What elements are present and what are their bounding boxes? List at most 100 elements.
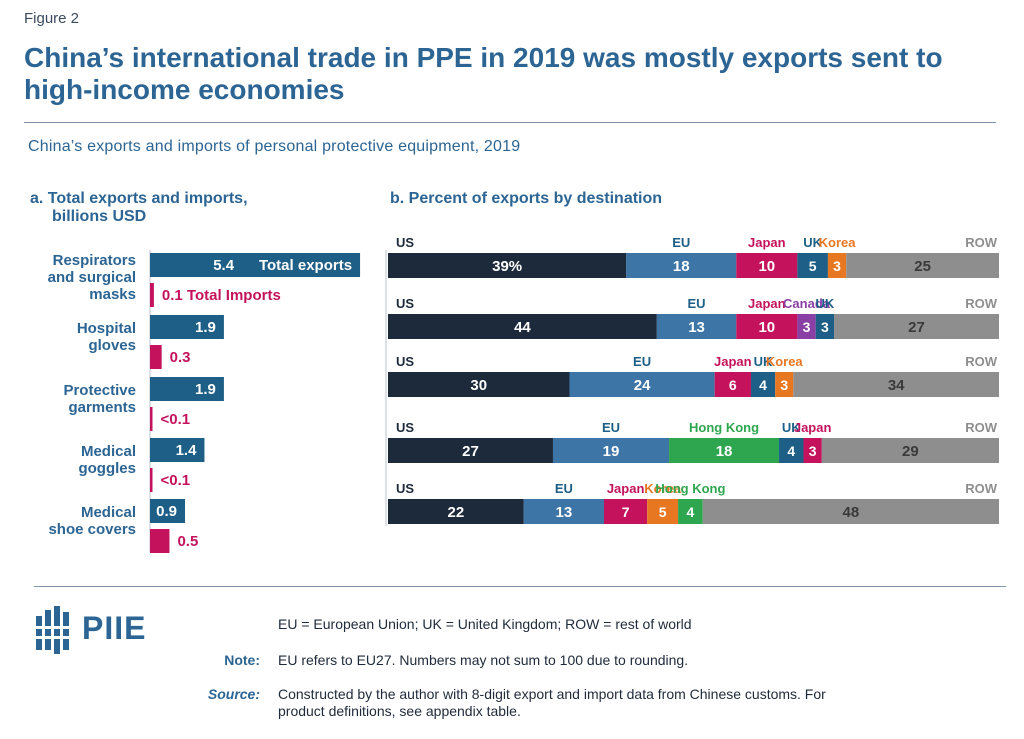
segment-hong-kong <box>678 499 703 524</box>
segment-japan <box>604 499 648 524</box>
segment-value-label: 13 <box>688 319 705 336</box>
segment-name-label: ROW <box>965 235 998 250</box>
import-value-label: 0.1 Total Imports <box>162 287 281 304</box>
segment-value-label: 10 <box>758 319 775 336</box>
segment-name-label: EU <box>688 296 706 311</box>
segment-value-label: 27 <box>908 319 925 336</box>
note-key: Note: <box>224 652 260 668</box>
piie-logo: PIIE <box>34 606 154 654</box>
segment-name-label: UK <box>754 354 773 369</box>
category-label: Medical <box>81 443 136 460</box>
segment-value-label: 6 <box>729 377 737 393</box>
segment-name-label: Japan <box>714 354 752 369</box>
segment-row <box>793 372 999 397</box>
segment-name-label: ROW <box>965 296 998 311</box>
source-line1: Constructed by the author with 8-digit e… <box>278 686 826 702</box>
segment-us <box>388 253 627 278</box>
segment-value-label: 48 <box>843 504 860 521</box>
import-value-label: 0.5 <box>177 533 198 550</box>
segment-us <box>388 438 553 463</box>
segment-value-label: 27 <box>462 443 479 460</box>
segment-eu <box>569 372 715 397</box>
import-value-label: 0.3 <box>170 349 191 366</box>
segment-name-label: US <box>396 420 414 435</box>
segment-name-label: US <box>396 235 414 250</box>
chart-subtitle: China’s exports and imports of personal … <box>28 138 521 155</box>
import-value-label: <0.1 <box>161 411 191 428</box>
segment-name-label: Korea <box>819 235 857 250</box>
segment-korea <box>647 499 679 524</box>
segment-name-label: EU <box>555 481 573 496</box>
import-bar <box>150 529 170 553</box>
category-label: Protective <box>63 382 136 399</box>
category-label: masks <box>89 286 136 303</box>
segment-value-label: 3 <box>803 319 811 335</box>
category-label: Hospital <box>77 320 136 337</box>
segment-value-label: 13 <box>556 504 573 521</box>
import-bar <box>150 345 162 369</box>
note-text: EU refers to EU27. Numbers may not sum t… <box>278 652 689 668</box>
export-bar <box>150 315 224 339</box>
segment-value-label: 22 <box>448 504 465 521</box>
segment-value-label: 4 <box>787 443 795 459</box>
segment-value-label: 44 <box>514 319 531 336</box>
segment-value-label: 7 <box>622 504 630 520</box>
category-label: Respirators <box>53 252 136 269</box>
segment-name-label: Canada <box>783 296 831 311</box>
segment-korea <box>775 372 794 397</box>
segment-name-label: EU <box>602 420 620 435</box>
segment-value-label: 18 <box>673 258 690 275</box>
source-text: Constructed by the author with 8-digit e… <box>278 686 998 720</box>
source-key: Source: <box>207 686 260 702</box>
segment-eu <box>626 253 737 278</box>
segment-name-label: US <box>396 481 414 496</box>
segment-japan <box>803 438 822 463</box>
segment-us <box>388 372 570 397</box>
segment-value-label: 5 <box>659 504 667 520</box>
panel-a-title-line2: billions USD <box>52 208 147 225</box>
segment-value-label: 10 <box>758 258 775 275</box>
figure-label: Figure 2 <box>24 10 80 27</box>
segment-row <box>834 314 999 339</box>
export-bar <box>150 377 224 401</box>
import-value-label: <0.1 <box>161 472 191 489</box>
export-bar <box>150 253 361 277</box>
title-divider <box>24 122 996 123</box>
segment-uk <box>797 253 828 278</box>
segment-uk <box>779 438 804 463</box>
segment-value-label: 4 <box>759 377 767 393</box>
segment-name-label: US <box>396 296 414 311</box>
segment-japan <box>736 253 798 278</box>
category-label: and surgical <box>48 269 136 286</box>
segment-name-label: Korea <box>766 354 804 369</box>
panel-a-title-line1: a. Total exports and imports, <box>30 190 248 207</box>
segment-name-label: ROW <box>965 420 998 435</box>
source-line2: product definitions, see appendix table. <box>278 703 521 719</box>
segment-value-label: 25 <box>914 258 931 275</box>
export-value-label: 1.9 <box>195 319 216 336</box>
piie-logo-text: PIIE <box>82 610 147 646</box>
segment-value-label: 5 <box>809 258 817 274</box>
category-label: Medical <box>81 504 136 521</box>
segment-name-label: US <box>396 354 414 369</box>
segment-name-label: ROW <box>965 481 998 496</box>
export-value-label: 1.4 <box>176 442 198 459</box>
segment-name-label: UK <box>815 296 834 311</box>
segment-value-label: 3 <box>780 377 788 393</box>
category-label: goggles <box>78 460 136 477</box>
segment-value-label: 30 <box>470 377 487 394</box>
segment-uk <box>815 314 835 339</box>
export-value-label: 1.9 <box>195 381 216 398</box>
segment-name-label: Japan <box>748 296 786 311</box>
panel-b-title: b. Percent of exports by destination <box>390 190 663 207</box>
export-value-label: 5.4 <box>213 257 235 274</box>
segment-korea <box>827 253 847 278</box>
segment-row <box>821 438 999 463</box>
segment-value-label: 3 <box>809 443 817 459</box>
segment-name-label: Hong Kong <box>689 420 759 435</box>
segment-japan <box>714 372 751 397</box>
segment-us <box>388 499 524 524</box>
abbreviations: EU = European Union; UK = United Kingdom… <box>278 616 692 632</box>
segment-eu <box>656 314 737 339</box>
